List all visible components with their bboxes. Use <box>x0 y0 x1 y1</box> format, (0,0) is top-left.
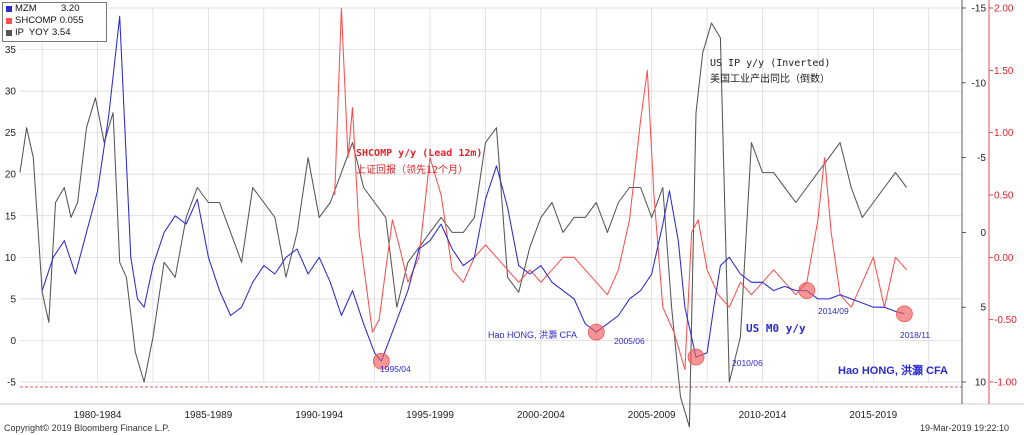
trough-marker <box>587 323 605 341</box>
series-line-mzm <box>41 15 905 362</box>
x-category-label: 2000-2004 <box>517 410 565 421</box>
legend-swatch-shcomp <box>6 18 12 24</box>
x-axis-labels: 1980-1984 1985-1989 1990-1994 1995-1999 2000… <box>74 410 898 421</box>
x-category-label: 1990-1994 <box>295 410 343 421</box>
trough-marker <box>798 282 816 299</box>
legend-swatch-ip <box>6 30 12 36</box>
legend-value-shcomp: 0.055 <box>59 15 84 26</box>
right-axis-shcomp-ticks: -1.00 -0.50 0.00 0.50 1.00 1.50 2.00 <box>989 4 1017 389</box>
annotation-us-m0: US M0 y/y <box>746 322 806 335</box>
legend-item-mzm: MZM 3.20 <box>3 3 106 15</box>
annotation-us-ip-subtitle: 美国工业产出同比（倒数） <box>710 74 830 85</box>
left-tick-label: 15 <box>5 211 17 222</box>
grid-lines <box>0 0 1024 405</box>
legend: MZM 3.20 SHCOMP 0.055 IP YOY 3.54 <box>2 2 107 42</box>
right-ip-tick-label: -10 <box>972 78 987 89</box>
legend-label-mzm: MZM <box>15 3 37 14</box>
series-line-ip-yoy <box>19 22 908 428</box>
footer-timestamp: 19-Mar-2019 19:22:10 <box>920 423 1010 433</box>
x-category-label: 2015-2019 <box>849 410 897 421</box>
right-shcomp-tick-label: 0.50 <box>994 191 1014 202</box>
annotation-shcomp-title: SHCOMP y/y (Lead 12m) <box>356 148 483 159</box>
legend-value-mzm: 3.20 <box>61 3 80 14</box>
left-tick-label: -5 <box>7 378 16 389</box>
series-lines <box>19 7 908 428</box>
right-ip-tick-label: 10 <box>975 378 987 389</box>
marker-label-2018: 2018/11 <box>900 330 931 340</box>
legend-item-shcomp: SHCOMP 0.055 <box>3 15 106 27</box>
marker-label-1995: 1995/04 <box>380 364 411 374</box>
annotation-author-large: Hao HONG, 洪灝 CFA <box>838 365 949 377</box>
right-axis-ip-ticks: -15 -10 -5 0 5 10 <box>962 4 986 389</box>
legend-value-ip: 3.54 <box>51 27 71 38</box>
marker-label-2010: 2010/06 <box>732 358 763 368</box>
right-shcomp-tick-label: 1.50 <box>994 66 1014 77</box>
legend-item-ip: IP YOY 3.54 <box>3 27 106 39</box>
right-shcomp-tick-label: -0.50 <box>994 315 1017 326</box>
right-ip-tick-label: 5 <box>980 303 986 314</box>
trough-marker <box>372 352 390 370</box>
right-ip-tick-label: -5 <box>977 153 986 164</box>
right-shcomp-tick-label: -1.00 <box>994 378 1017 389</box>
left-tick-label: 35 <box>5 45 17 56</box>
x-category-label: 2005-2009 <box>628 410 676 421</box>
right-ip-tick-label: 0 <box>980 228 986 239</box>
left-tick-label: 20 <box>5 170 17 181</box>
legend-label-shcomp: SHCOMP <box>15 15 57 26</box>
legend-swatch-mzm <box>6 6 12 12</box>
annotation-us-ip-title: US IP y/y (Inverted) <box>710 58 831 69</box>
marker-label-2014: 2014/09 <box>818 306 849 316</box>
left-tick-label: 5 <box>10 294 16 305</box>
trough-marker <box>895 305 913 323</box>
left-tick-label: 10 <box>5 253 17 264</box>
x-category-label: 2010-2014 <box>739 410 787 421</box>
markers <box>372 282 913 370</box>
right-shcomp-tick-label: 0.00 <box>994 253 1014 264</box>
left-tick-label: 30 <box>5 87 17 98</box>
right-shcomp-tick-label: 2.00 <box>994 4 1014 15</box>
trough-marker <box>687 348 705 366</box>
left-tick-label: 25 <box>5 128 17 139</box>
x-category-label: 1985-1989 <box>184 410 232 421</box>
annotation-shcomp-subtitle: 上证回报（领先12个月） <box>356 165 469 176</box>
x-category-label: 1995-1999 <box>406 410 454 421</box>
series-line-shcomp <box>334 7 907 371</box>
annotation-author-small: Hao HONG, 洪灝 CFA <box>488 330 578 340</box>
legend-label-ip: IP YOY <box>15 27 49 38</box>
footer-copyright: Copyright© 2019 Bloomberg Finance L.P. <box>4 423 170 433</box>
right-ip-tick-label: -15 <box>972 4 987 15</box>
x-category-label: 1980-1984 <box>74 410 122 421</box>
left-tick-label: 0 <box>10 336 16 347</box>
left-axis-ticks: -50510152025303540 <box>5 4 17 389</box>
right-shcomp-tick-label: 1.00 <box>994 128 1014 139</box>
marker-label-2005: 2005/06 <box>614 336 645 346</box>
